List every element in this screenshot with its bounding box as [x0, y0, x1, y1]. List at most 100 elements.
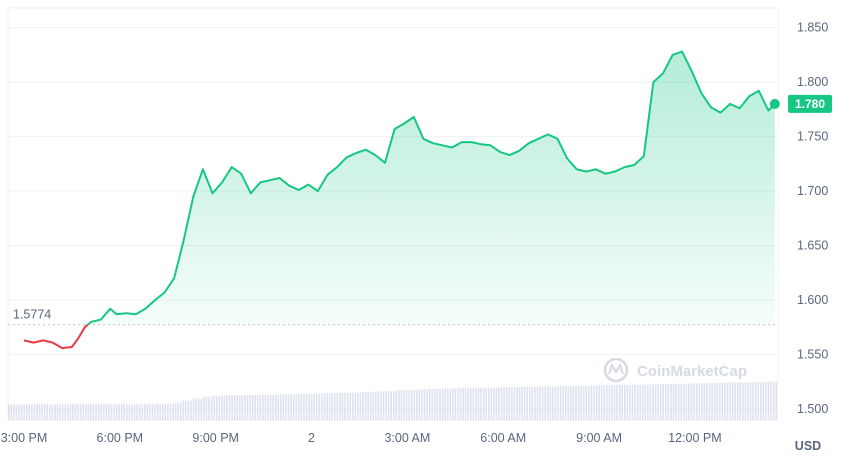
volume-bar [141, 404, 144, 420]
volume-bar [503, 387, 505, 420]
volume-bar [362, 392, 364, 420]
volume-bar [31, 404, 33, 420]
volume-bar [611, 385, 613, 420]
volume-bar [290, 394, 292, 420]
volume-bar [167, 403, 169, 420]
volume-bar [8, 404, 10, 420]
volume-bar [703, 383, 706, 420]
volume-bar [272, 394, 274, 420]
volume-bar [61, 404, 64, 420]
volume-bar [680, 383, 683, 420]
last-price-badge-bg [788, 94, 832, 113]
volume-bar [675, 383, 677, 420]
price-line-up [87, 50, 776, 326]
volume-bar [659, 384, 662, 420]
volume-bar [172, 403, 174, 420]
volume-bar [631, 384, 634, 420]
volume-bar [724, 382, 726, 420]
volume-bar [185, 400, 187, 420]
volume-bar [416, 389, 418, 420]
volume-bar [118, 404, 120, 420]
volume-bar [138, 404, 141, 420]
volume-bar [770, 381, 772, 420]
volume-bar [698, 383, 700, 420]
volume-bar [179, 402, 182, 420]
volume-bar [423, 389, 426, 420]
volume-bar [452, 388, 454, 420]
volume-bar [459, 388, 462, 420]
volume-bar [649, 384, 652, 420]
volume-bar [672, 383, 675, 420]
last-price-dot [769, 98, 780, 109]
volume-bar [444, 388, 446, 420]
volume-bar [436, 388, 439, 420]
watermark: CoinMarketCap [603, 357, 747, 383]
volume-bar [757, 382, 760, 420]
volume-bar [752, 382, 754, 420]
volume-bar [470, 388, 472, 420]
volume-bar [408, 389, 410, 420]
volume-bar [51, 404, 54, 420]
volume-bar [18, 404, 20, 420]
volume-bar [467, 388, 469, 420]
volume-bar [246, 395, 249, 420]
volume-bar [346, 392, 349, 420]
volume-bar [629, 384, 631, 420]
volume-bar [328, 393, 331, 420]
volume-bar [154, 403, 156, 420]
volume-bar [200, 398, 203, 420]
volume-bar [657, 384, 659, 420]
volume-bar [516, 387, 518, 420]
volume-bar [431, 389, 434, 420]
volume-bar [670, 384, 672, 420]
volume-bar [690, 383, 693, 420]
volume-bar [621, 384, 623, 420]
volume-bar [123, 404, 126, 420]
volume-bar [74, 404, 77, 420]
volume-bar [108, 404, 110, 420]
volume-bar [731, 382, 734, 420]
volume-bar [218, 395, 221, 420]
volume-bar [133, 404, 136, 420]
volume-bar [608, 385, 611, 420]
volume-bar [128, 404, 131, 420]
y-tick-label: 1.750 [797, 130, 828, 144]
volume-bar [382, 391, 385, 420]
volume-bar [554, 386, 557, 420]
volume-bar [772, 381, 775, 420]
volume-bar [359, 392, 362, 420]
volume-bar [162, 403, 164, 420]
volume-bar [706, 383, 708, 420]
volume-bar [305, 393, 308, 420]
volume-bar [749, 382, 752, 420]
volume-bar [64, 404, 67, 420]
volume-bar [115, 404, 118, 420]
volume-bar [531, 386, 534, 420]
volume-bar [244, 395, 246, 420]
volume-bar [754, 382, 757, 420]
volume-bar [529, 386, 531, 420]
volume-bar [405, 389, 408, 420]
watermark-text: CoinMarketCap [637, 363, 747, 380]
volume-bar [54, 404, 56, 420]
volume-bar [418, 389, 421, 420]
volume-bar [775, 381, 777, 420]
volume-bar [205, 396, 208, 420]
volume-bar [439, 388, 441, 420]
volume-bar [765, 382, 767, 420]
volume-bar [536, 386, 539, 420]
volume-bar [321, 393, 323, 420]
volume-bar [23, 404, 25, 420]
volume-bar [298, 393, 300, 420]
volume-bar [25, 404, 28, 420]
volume-bar [398, 390, 400, 420]
volume-bar [718, 382, 721, 420]
volume-bar [567, 386, 570, 420]
volume-bar [223, 395, 226, 420]
volume-bar [508, 387, 511, 420]
volume-bar [190, 400, 192, 420]
volume-bar [454, 388, 457, 420]
volume-bar [662, 384, 665, 420]
volume-bar [146, 404, 149, 420]
volume-bar [249, 395, 251, 420]
